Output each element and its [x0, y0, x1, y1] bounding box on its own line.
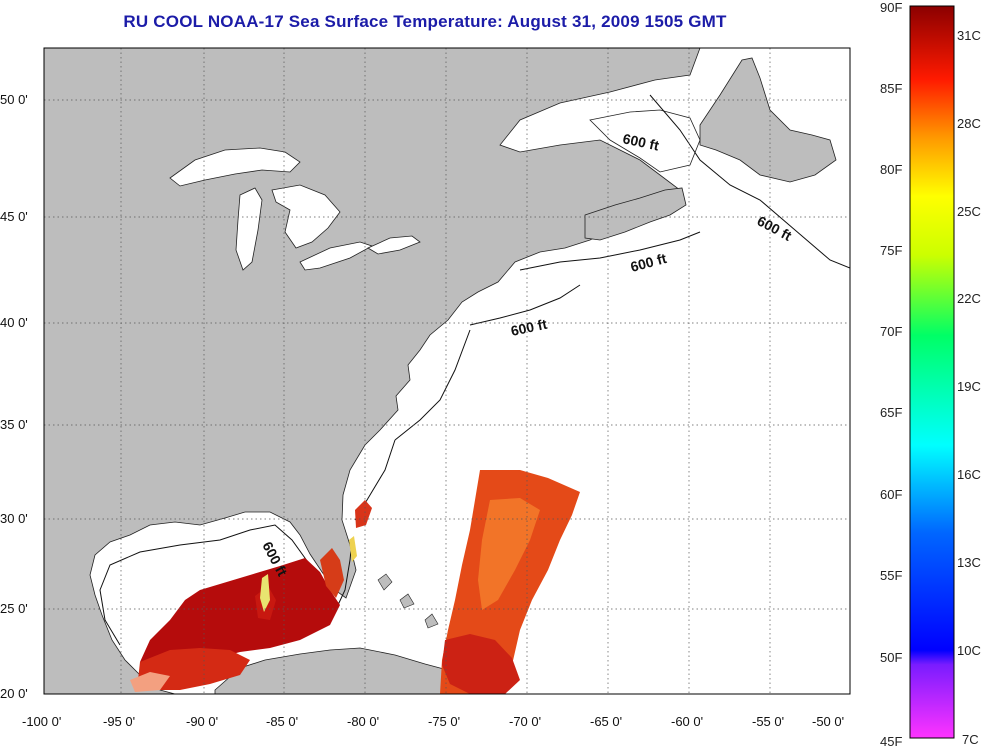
- colorbar-c-label: 28C: [957, 116, 981, 131]
- sst-gulf-of-mexico: [130, 548, 344, 692]
- lon-tick-label: -85 0': [266, 714, 298, 729]
- lon-tick-label: -95 0': [103, 714, 135, 729]
- lat-tick-label: 30 0': [0, 511, 28, 526]
- colorbar-f-label: 80F: [880, 162, 902, 177]
- lat-axis: 50 0' 45 0' 40 0' 35 0' 30 0' 25 0' 20 0…: [0, 92, 28, 701]
- colorbar-c-label: 10C: [957, 643, 981, 658]
- lon-tick-label: -70 0': [509, 714, 541, 729]
- lake-michigan: [235, 187, 263, 271]
- lat-tick-label: 20 0': [0, 686, 28, 701]
- isobath-600ft: [99, 94, 850, 646]
- colorbar-c-label: 7C: [962, 732, 979, 747]
- colorbar-c-label: 31C: [957, 28, 981, 43]
- colorbar-c-labels: 31C 28C 25C 22C 19C 16C 13C 10C 7C: [957, 28, 981, 747]
- colorbar-f-label: 85F: [880, 81, 902, 96]
- colorbar-f-labels: 90F 85F 80F 75F 70F 65F 60F 55F 50F 45F: [880, 0, 902, 749]
- land-maritimes: [584, 187, 687, 241]
- map-frame: [43, 47, 851, 695]
- lon-tick-label: -50 0': [812, 714, 844, 729]
- colorbar-c-label: 13C: [957, 555, 981, 570]
- lake-ontario: [367, 235, 421, 255]
- map-title: RU COOL NOAA-17 Sea Surface Temperature:…: [123, 12, 727, 31]
- colorbar-c-label: 25C: [957, 204, 981, 219]
- lake-superior: [169, 147, 301, 187]
- lake-huron: [271, 184, 341, 249]
- lat-tick-label: 25 0': [0, 601, 28, 616]
- colorbar-c-label: 19C: [957, 379, 981, 394]
- contour-label: 600 ft: [509, 316, 548, 339]
- lon-tick-label: -55 0': [752, 714, 784, 729]
- contour-label: 600 ft: [621, 130, 660, 153]
- colorbar-f-label: 65F: [880, 405, 902, 420]
- graticule: [44, 48, 850, 694]
- lon-tick-label: -75 0': [428, 714, 460, 729]
- lake-erie: [299, 241, 373, 271]
- colorbar-f-label: 45F: [880, 734, 902, 749]
- lon-tick-label: -80 0': [347, 714, 379, 729]
- lon-tick-label: -90 0': [186, 714, 218, 729]
- land-bahamas: [377, 573, 439, 629]
- land-newfoundland: [699, 57, 837, 183]
- lat-tick-label: 45 0': [0, 209, 28, 224]
- colorbar-ramp: [909, 5, 955, 739]
- lon-axis: -100 0' -95 0' -90 0' -85 0' -80 0' -75 …: [22, 714, 844, 729]
- colorbar-f-label: 50F: [880, 650, 902, 665]
- colorbar-f-label: 55F: [880, 568, 902, 583]
- land-cuba: [214, 647, 481, 694]
- colorbar-c-label: 22C: [957, 291, 981, 306]
- lon-tick-label: -65 0': [590, 714, 622, 729]
- colorbar-f-label: 90F: [880, 0, 902, 15]
- land-north-america: [44, 48, 701, 694]
- colorbar-f-label: 70F: [880, 324, 902, 339]
- lat-tick-label: 40 0': [0, 315, 28, 330]
- colorbar-f-label: 75F: [880, 243, 902, 258]
- colorbar: 90F 85F 80F 75F 70F 65F 60F 55F 50F 45F …: [880, 0, 981, 749]
- lat-tick-label: 50 0': [0, 92, 28, 107]
- colorbar-c-label: 16C: [957, 467, 981, 482]
- lon-tick-label: -100 0': [22, 714, 61, 729]
- lat-tick-label: 35 0': [0, 417, 28, 432]
- sst-atlantic-swath: [349, 470, 580, 694]
- lon-tick-label: -60 0': [671, 714, 703, 729]
- colorbar-f-label: 60F: [880, 487, 902, 502]
